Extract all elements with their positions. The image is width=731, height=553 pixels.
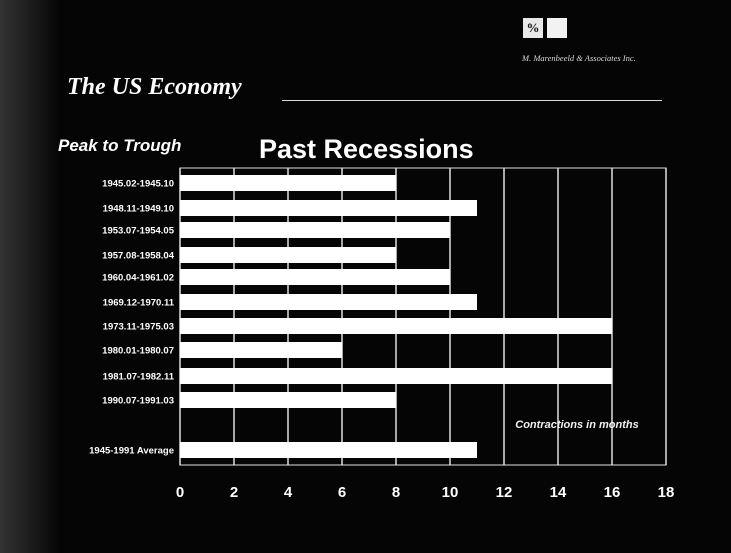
x-tick-label: 16 — [604, 484, 621, 501]
bar — [180, 247, 396, 263]
firm-name: M. Marenbeeld & Associates Inc. — [522, 53, 636, 63]
category-label: 1945-1991 Average — [89, 446, 174, 457]
chart-title: Past Recessions — [259, 134, 474, 164]
category-label: 1953.07-1954.05 — [102, 226, 175, 237]
bar — [180, 294, 477, 310]
category-label: 1969.12-1970.11 — [103, 298, 175, 309]
x-tick-label: 0 — [176, 484, 184, 501]
category-label: 1948.11-1949.10 — [103, 204, 174, 215]
category-label: 1973.11-1975.03 — [103, 322, 174, 333]
x-tick-label: 10 — [442, 484, 459, 501]
annotation-label: Contractions in months — [515, 419, 638, 431]
category-label: 1957.08-1958.04 — [102, 251, 175, 262]
bar — [180, 200, 477, 216]
x-tick-label: 12 — [496, 484, 513, 501]
x-tick-label: 2 — [230, 484, 238, 501]
page-title: The US Economy — [67, 74, 242, 100]
x-tick-label: 14 — [550, 484, 567, 501]
bar — [180, 342, 342, 358]
x-tick-label: 4 — [284, 484, 293, 501]
bar — [180, 368, 612, 384]
x-tick-label: 18 — [658, 484, 675, 501]
bar — [180, 269, 450, 285]
category-label: 1960.04-1961.02 — [102, 273, 174, 284]
bar — [180, 318, 612, 334]
category-label: 1990.07-1991.03 — [102, 396, 174, 407]
title-rule — [282, 100, 662, 101]
firm-logo-square-icon — [547, 18, 567, 38]
bar — [180, 392, 396, 408]
x-tick-label: 8 — [392, 484, 400, 501]
category-label: 1981.07-1982.11 — [103, 372, 175, 383]
bar — [180, 175, 396, 191]
chart-subtitle: Peak to Trough — [58, 136, 182, 155]
bar — [180, 442, 477, 458]
category-label: 1945.02-1945.10 — [102, 179, 174, 190]
category-label: 1980.01-1980.07 — [102, 346, 174, 357]
scan-noise — [0, 0, 60, 553]
bar — [180, 222, 450, 238]
firm-logo-icon: % — [523, 18, 543, 38]
x-tick-label: 6 — [338, 484, 346, 501]
